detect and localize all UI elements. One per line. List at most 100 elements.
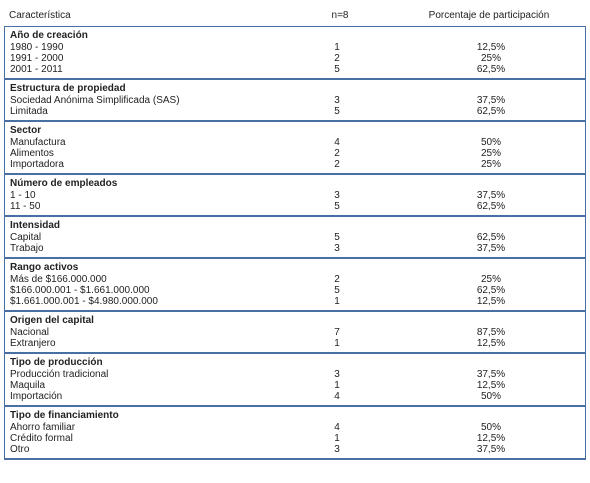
section-title: Año de creación <box>10 30 88 41</box>
section-title: Estructura de propiedad <box>10 83 126 94</box>
row-percentage: 12,5% <box>476 380 506 391</box>
row-label: Extranjero <box>10 338 56 349</box>
section-title: Intensidad <box>10 220 61 231</box>
row-percentage: 50% <box>480 391 501 402</box>
row-percentage: 12,5% <box>476 296 506 307</box>
row-percentage: 62,5% <box>476 285 506 296</box>
section-title: Rango activos <box>10 262 79 273</box>
row-percentage: 25% <box>480 274 501 285</box>
row-label: Maquila <box>10 380 46 391</box>
row-label: Crédito formal <box>10 433 73 444</box>
table-row: Producción tradicional 3 37,5% <box>5 369 585 380</box>
row-count: 4 <box>334 422 340 433</box>
row-label: Importación <box>10 391 63 402</box>
row-label: Más de $166.000.000 <box>10 274 107 285</box>
row-count: 3 <box>334 190 340 201</box>
header-n: n=8 <box>331 10 349 21</box>
table-header: Característica n=8 Porcentaje de partici… <box>0 0 590 26</box>
row-label: Alimentos <box>10 148 54 159</box>
table-section: Año de creación 1980 - 1990 1 12,5% 1991 - 2… <box>4 26 586 80</box>
table-section: Origen del capital Nacional 7 87,5% Extranje… <box>4 312 586 354</box>
row-percentage: 62,5% <box>476 64 506 75</box>
table-row: Importación 4 50% <box>5 391 585 402</box>
table-section: Tipo de financiamiento Ahorro familiar 4 50… <box>4 407 586 460</box>
row-percentage: 87,5% <box>476 327 506 338</box>
row-percentage: 50% <box>480 422 501 433</box>
row-count: 5 <box>334 232 340 243</box>
row-count: 5 <box>334 285 340 296</box>
table-section: Estructura de propiedad Sociedad Anónima … <box>4 80 586 122</box>
row-label: Manufactura <box>10 137 66 148</box>
table-row: Importadora 2 25% <box>5 159 585 170</box>
table-row: Manufactura 4 50% <box>5 137 585 148</box>
row-count: 2 <box>334 159 340 170</box>
row-count: 3 <box>334 444 340 455</box>
row-count: 3 <box>334 243 340 254</box>
row-count: 1 <box>334 433 340 444</box>
row-percentage: 25% <box>480 148 501 159</box>
table-section: Tipo de producción Producción tradicional… <box>4 354 586 407</box>
row-percentage: 37,5% <box>476 444 506 455</box>
row-percentage: 25% <box>480 53 501 64</box>
table-row: 1980 - 1990 1 12,5% <box>5 42 585 53</box>
row-count: 3 <box>334 369 340 380</box>
table-row: Sociedad Anónima Simplificada (SAS) 3 37,5… <box>5 95 585 106</box>
row-count: 2 <box>334 148 340 159</box>
row-percentage: 37,5% <box>476 369 506 380</box>
row-percentage: 62,5% <box>476 232 506 243</box>
row-count: 1 <box>334 380 340 391</box>
row-count: 4 <box>334 391 340 402</box>
row-percentage: 12,5% <box>476 338 506 349</box>
table-row: $166.000.001 - $1.661.000.000 5 62,5% <box>5 285 585 296</box>
table-row: Extranjero 1 12,5% <box>5 338 585 349</box>
table-row: Alimentos 2 25% <box>5 148 585 159</box>
header-caracteristica: Característica <box>9 10 71 21</box>
table-row: 1991 - 2000 2 25% <box>5 53 585 64</box>
row-count: 2 <box>334 274 340 285</box>
row-label: Sociedad Anónima Simplificada (SAS) <box>10 95 180 106</box>
characteristics-table: Año de creación 1980 - 1990 1 12,5% 1991 - 2… <box>4 26 586 460</box>
row-percentage: 12,5% <box>476 433 506 444</box>
table-row: Crédito formal 1 12,5% <box>5 433 585 444</box>
row-percentage: 62,5% <box>476 106 506 117</box>
table-row: 11 - 50 5 62,5% <box>5 201 585 212</box>
row-count: 1 <box>334 296 340 307</box>
table-section: Intensidad Capital 5 62,5% Trabajo 3 37,5% <box>4 217 586 259</box>
table-row: Limitada 5 62,5% <box>5 106 585 117</box>
row-label: 2001 - 2011 <box>10 64 63 75</box>
row-label: Limitada <box>10 106 48 117</box>
row-count: 1 <box>334 338 340 349</box>
header-porcentaje: Porcentaje de participación <box>428 10 550 21</box>
table-row: $1.661.000.001 - $4.980.000.000 1 12,5% <box>5 296 585 307</box>
row-count: 2 <box>334 53 340 64</box>
table-row: Trabajo 3 37,5% <box>5 243 585 254</box>
row-count: 3 <box>334 95 340 106</box>
row-percentage: 37,5% <box>476 190 506 201</box>
row-count: 1 <box>334 42 340 53</box>
section-title: Tipo de financiamiento <box>10 410 119 421</box>
row-label: 1 - 10 <box>10 190 36 201</box>
row-percentage: 62,5% <box>476 201 506 212</box>
row-label: Trabajo <box>10 243 44 254</box>
row-percentage: 37,5% <box>476 243 506 254</box>
row-count: 4 <box>334 137 340 148</box>
row-count: 5 <box>334 106 340 117</box>
table-row: Nacional 7 87,5% <box>5 327 585 338</box>
row-percentage: 25% <box>480 159 501 170</box>
table-row: 1 - 10 3 37,5% <box>5 190 585 201</box>
table-row: Maquila 1 12,5% <box>5 380 585 391</box>
section-title: Origen del capital <box>10 315 94 326</box>
row-label: 11 - 50 <box>10 201 41 212</box>
row-label: 1980 - 1990 <box>10 42 64 53</box>
table-section: Rango activos Más de $166.000.000 2 25% $166… <box>4 259 586 312</box>
table-row: Capital 5 62,5% <box>5 232 585 243</box>
row-label: Importadora <box>10 159 64 170</box>
row-count: 5 <box>334 201 340 212</box>
row-label: Otro <box>10 444 30 455</box>
table-row: 2001 - 2011 5 62,5% <box>5 64 585 75</box>
row-percentage: 12,5% <box>476 42 506 53</box>
table-row: Más de $166.000.000 2 25% <box>5 274 585 285</box>
section-title: Tipo de producción <box>10 357 103 368</box>
table-row: Otro 3 37,5% <box>5 444 585 455</box>
row-label: Nacional <box>10 327 49 338</box>
